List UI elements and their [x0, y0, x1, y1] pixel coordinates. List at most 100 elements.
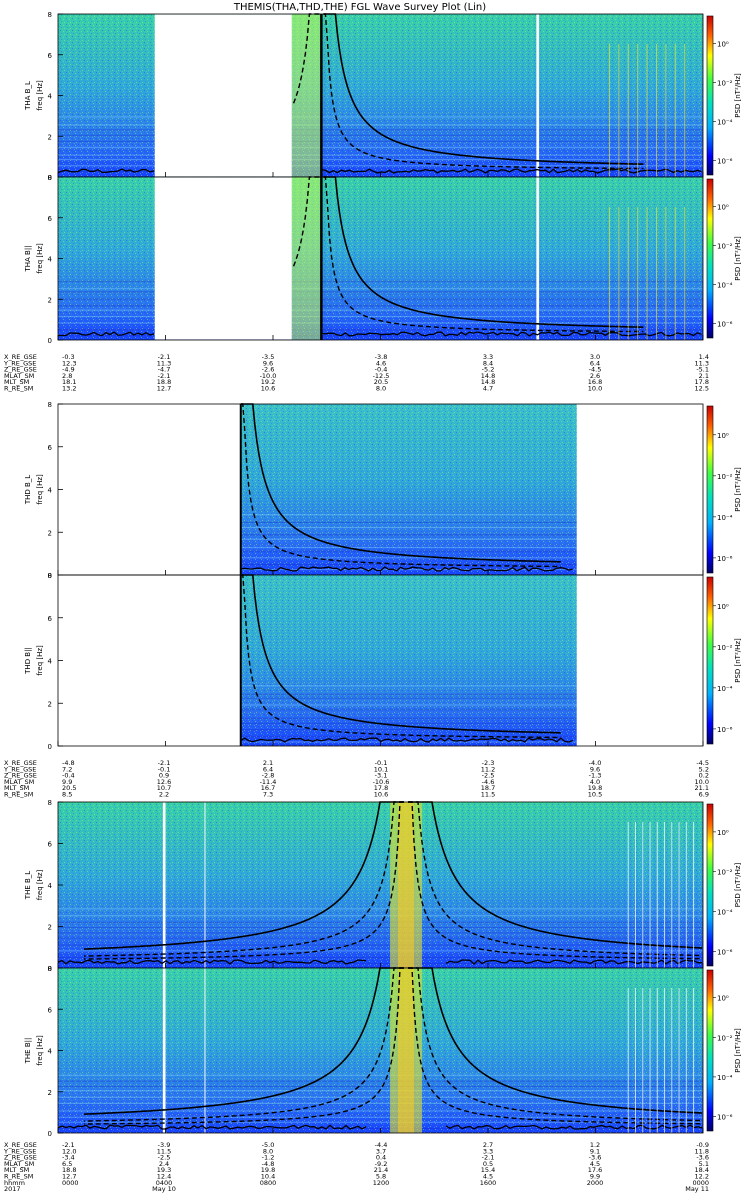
- spectrogram-band: [240, 722, 577, 724]
- colorbar-tick-label: 10⁻⁶: [717, 726, 733, 734]
- spectrogram-band: [58, 154, 703, 156]
- ephemeris-value: -2.1: [158, 372, 171, 380]
- ephemeris-value: 12.7: [157, 385, 171, 393]
- ephemeris-value: 0.5: [483, 1160, 493, 1168]
- y-tick-label: 2: [48, 924, 52, 932]
- ephemeris-value: 4.5: [590, 1160, 600, 1168]
- y-tick-label: 6: [48, 615, 53, 623]
- spectrogram-band: [240, 704, 577, 706]
- y-tick-label: 8: [48, 965, 52, 973]
- time-tick-label: 0400: [156, 1179, 173, 1187]
- striation: [655, 207, 657, 340]
- y-tick-label: 8: [48, 401, 52, 409]
- gyro-baseline-curve: [58, 331, 155, 337]
- spectrogram-band: [58, 305, 703, 307]
- ephemeris-label: Z_RE_GSE: [4, 1154, 37, 1162]
- ephemeris-value: 6.9: [699, 791, 709, 799]
- spectrogram-band: [58, 298, 703, 300]
- ephemeris-value: 3.0: [590, 353, 600, 361]
- spectrogram-band: [58, 1085, 703, 1088]
- ephemeris-value: 2.8: [62, 372, 72, 380]
- ephemeris-value: -1.2: [262, 1154, 275, 1162]
- ephemeris-value: 0.2: [699, 772, 709, 780]
- ephemeris-label: Z_RE_GSE: [4, 366, 37, 374]
- data-gap: [162, 968, 166, 1133]
- spectrogram-band: [58, 932, 703, 934]
- colorbar-tick-label: 10⁰: [717, 829, 729, 837]
- striation: [693, 822, 695, 968]
- striation: [693, 988, 695, 1133]
- cyclotron-curve-dashed: [408, 967, 702, 1125]
- data-gap: [204, 968, 206, 1133]
- time-tick-label: 1600: [480, 1179, 497, 1187]
- y-tick-label: 8: [48, 799, 52, 807]
- gyro-baseline-curve: [57, 959, 367, 965]
- ephemeris-value: -3.6: [589, 1154, 602, 1162]
- panel-name: THE B||: [24, 1038, 32, 1065]
- cyclotron-curve-dashed: [240, 403, 561, 568]
- ephemeris-value: 9.6: [590, 765, 600, 773]
- ephemeris-value: 3.7: [376, 1147, 386, 1155]
- ephemeris-value: 11.8: [695, 1147, 709, 1155]
- spectrogram-band: [240, 693, 577, 696]
- cyclotron-curve-dashed: [83, 967, 404, 1122]
- panel-name: THA B_L: [24, 81, 32, 111]
- cyclotron-curve-dashed: [408, 801, 703, 960]
- ephemeris-label: Y_RE_GSE: [3, 359, 36, 367]
- ephemeris-value: 11.2: [481, 765, 495, 773]
- spectrogram-band: [240, 741, 577, 743]
- striation: [627, 822, 629, 968]
- ephemeris-value: -2.1: [482, 1154, 495, 1162]
- y-tick-label: 4: [48, 487, 53, 495]
- spectrogram-band: [58, 309, 703, 311]
- spectrogram-band: [240, 709, 577, 711]
- ephemeris-value: 18.1: [62, 378, 76, 386]
- ephemeris-value: 5.2: [699, 765, 709, 773]
- ephemeris-value: 12.2: [695, 1173, 709, 1181]
- ephemeris-value: -2.1: [158, 759, 171, 767]
- striation: [635, 822, 637, 968]
- spectrogram-band: [240, 557, 577, 559]
- ephemeris-value: 1.2: [590, 1141, 600, 1149]
- striation: [637, 207, 639, 340]
- spectrogram-band: [240, 697, 577, 699]
- colorbar-tick-label: 10⁰: [717, 40, 729, 48]
- spectrogram-band: [58, 944, 703, 946]
- ephemeris-label: R_RE_SM: [4, 1173, 33, 1181]
- ephemeris-value: 4.0: [590, 778, 600, 786]
- time-tick-label: 0000: [62, 1179, 79, 1187]
- ephemeris-value: 9.6: [263, 359, 273, 367]
- ephemeris-value: -0.1: [158, 765, 171, 773]
- ephemeris-value: -3.6: [696, 1154, 709, 1162]
- spectrogram-band: [58, 329, 703, 331]
- y-tick-label: 0: [48, 337, 52, 345]
- ephemeris-value: 14.8: [481, 372, 495, 380]
- spectrogram-band: [58, 956, 703, 959]
- ephemeris-label: MLAT_SM: [4, 778, 34, 786]
- ephemeris-value: 12.0: [62, 1147, 76, 1155]
- spectrogram-band: [58, 315, 703, 318]
- y-tick-label: 2: [48, 700, 52, 708]
- time-tick-label: 0800: [260, 1179, 277, 1187]
- spectrogram-band: [58, 158, 703, 161]
- cyclotron-curve-dashed: [323, 13, 644, 170]
- colorbar-tick-label: 10⁻⁶: [717, 555, 733, 563]
- cyclotron-curve-dashed: [84, 801, 404, 960]
- colorbar-tick-label: 10⁻²: [717, 644, 733, 652]
- spectrogram-band: [58, 921, 703, 923]
- ephemeris-value: 11.3: [695, 359, 709, 367]
- ephemeris-value: 12.6: [157, 778, 171, 786]
- y-tick-label: 4: [48, 1048, 53, 1056]
- ephemeris-value: 17.6: [588, 1166, 602, 1174]
- striation: [618, 44, 620, 177]
- ephemeris-value: 2.7: [483, 1141, 493, 1149]
- ephemeris-value: -10.6: [373, 778, 390, 786]
- ephemeris-label: MLAT_SM: [4, 372, 34, 380]
- striation: [664, 988, 666, 1133]
- ephemeris-label: MLT_SM: [4, 378, 29, 386]
- ephemeris-value: 12.5: [695, 385, 709, 393]
- ephemeris-value: -5.2: [482, 366, 495, 374]
- colorbar: [706, 405, 714, 574]
